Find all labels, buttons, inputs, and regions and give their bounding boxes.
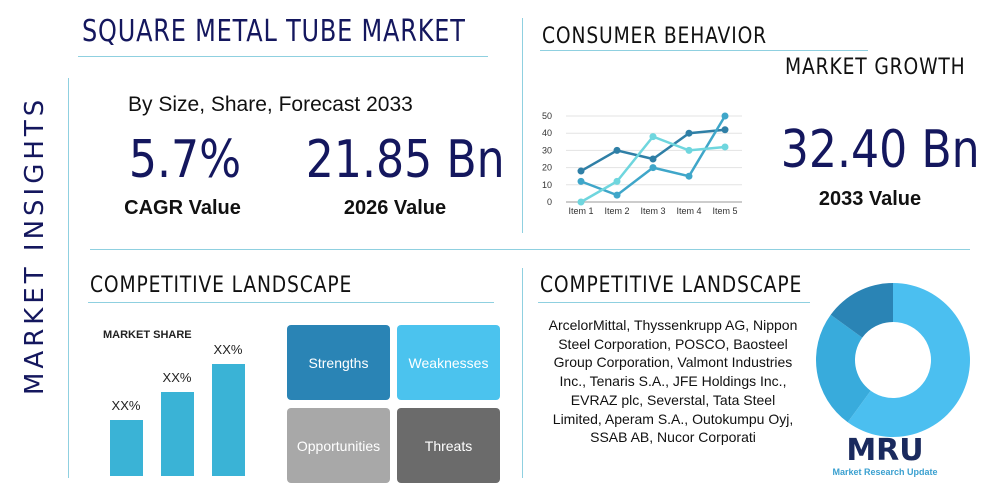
bar bbox=[110, 420, 143, 476]
bar-label: XX% bbox=[111, 398, 141, 413]
horizontal-divider bbox=[90, 249, 970, 250]
company-list: ArcelorMittal, Thyssenkrupp AG, Nippon S… bbox=[548, 317, 798, 446]
donut-chart bbox=[816, 283, 970, 437]
cagr-value: 5.7% bbox=[128, 130, 242, 190]
data-point bbox=[685, 172, 693, 180]
vertical-divider-top bbox=[522, 18, 523, 233]
value-2033-label: 2033 Value bbox=[818, 188, 922, 210]
data-point bbox=[685, 146, 693, 154]
x-tick-label: Item 1 bbox=[568, 206, 593, 216]
consumer-underline bbox=[540, 50, 868, 51]
x-tick-label: Item 3 bbox=[640, 206, 665, 216]
donut-slice bbox=[847, 283, 970, 437]
x-tick-label: Item 4 bbox=[676, 206, 701, 216]
data-point bbox=[721, 126, 729, 134]
data-point bbox=[649, 155, 657, 163]
side-divider bbox=[68, 78, 69, 478]
value-2026: 21.85 Bn bbox=[305, 130, 505, 190]
market-share-label: MARKET SHARE bbox=[103, 329, 192, 341]
swot-strengths[interactable]: Strengths bbox=[287, 325, 390, 400]
y-tick-label: 40 bbox=[542, 128, 552, 138]
subtitle: By Size, Share, Forecast 2033 bbox=[128, 93, 413, 116]
data-point bbox=[577, 198, 585, 206]
mru-logo: MRU Market Research Update bbox=[830, 433, 940, 478]
bar-label: XX% bbox=[213, 342, 243, 357]
title-underline bbox=[78, 56, 488, 57]
y-tick-label: 10 bbox=[542, 180, 552, 190]
data-point bbox=[613, 177, 621, 185]
bar bbox=[212, 364, 245, 476]
data-point bbox=[685, 129, 693, 137]
data-point bbox=[613, 146, 621, 154]
data-point bbox=[649, 164, 657, 172]
x-tick-label: Item 2 bbox=[604, 206, 629, 216]
swot-threats[interactable]: Threats bbox=[397, 408, 500, 483]
y-tick-label: 0 bbox=[547, 197, 552, 207]
page-title: SQUARE METAL TUBE MARKET bbox=[82, 14, 466, 49]
side-label: MARKET INSIGHTS bbox=[20, 95, 50, 395]
line-chart: 0 10 20 30 40 50 Item 1 Item 2 Item 3 Item 4 Item … bbox=[542, 111, 742, 216]
data-point bbox=[721, 143, 729, 151]
swot-opportunities[interactable]: Opportunities bbox=[287, 408, 390, 483]
data-point bbox=[721, 112, 729, 120]
cagr-label: CAGR Value bbox=[124, 197, 241, 219]
value-2026-label: 2026 Value bbox=[343, 197, 447, 219]
data-point bbox=[613, 191, 621, 199]
market-growth-header: MARKET GROWTH bbox=[785, 55, 966, 80]
y-tick-label: 30 bbox=[542, 145, 552, 155]
competitive-right-header: COMPETITIVE LANDSCAPE bbox=[540, 273, 803, 298]
data-point bbox=[577, 177, 585, 185]
vertical-divider-bottom bbox=[522, 268, 523, 478]
competitive-left-underline bbox=[88, 302, 494, 303]
donut-slice bbox=[816, 314, 871, 423]
logo-name: Market Research Update bbox=[832, 467, 938, 477]
y-tick-label: 20 bbox=[542, 163, 552, 173]
data-point bbox=[577, 167, 585, 175]
competitive-right-underline bbox=[538, 302, 810, 303]
value-2033: 32.40 Bn bbox=[780, 120, 980, 180]
donut-slice bbox=[830, 283, 893, 338]
bar bbox=[161, 392, 194, 476]
data-point bbox=[649, 133, 657, 141]
y-tick-label: 50 bbox=[542, 111, 552, 121]
x-tick-label: Item 5 bbox=[712, 206, 737, 216]
swot-weaknesses[interactable]: Weaknesses bbox=[397, 325, 500, 400]
bar-label: XX% bbox=[162, 370, 192, 385]
competitive-left-header: COMPETITIVE LANDSCAPE bbox=[90, 273, 353, 298]
consumer-behavior-header: CONSUMER BEHAVIOR bbox=[542, 24, 767, 49]
logo-mark: MRU bbox=[846, 433, 924, 468]
